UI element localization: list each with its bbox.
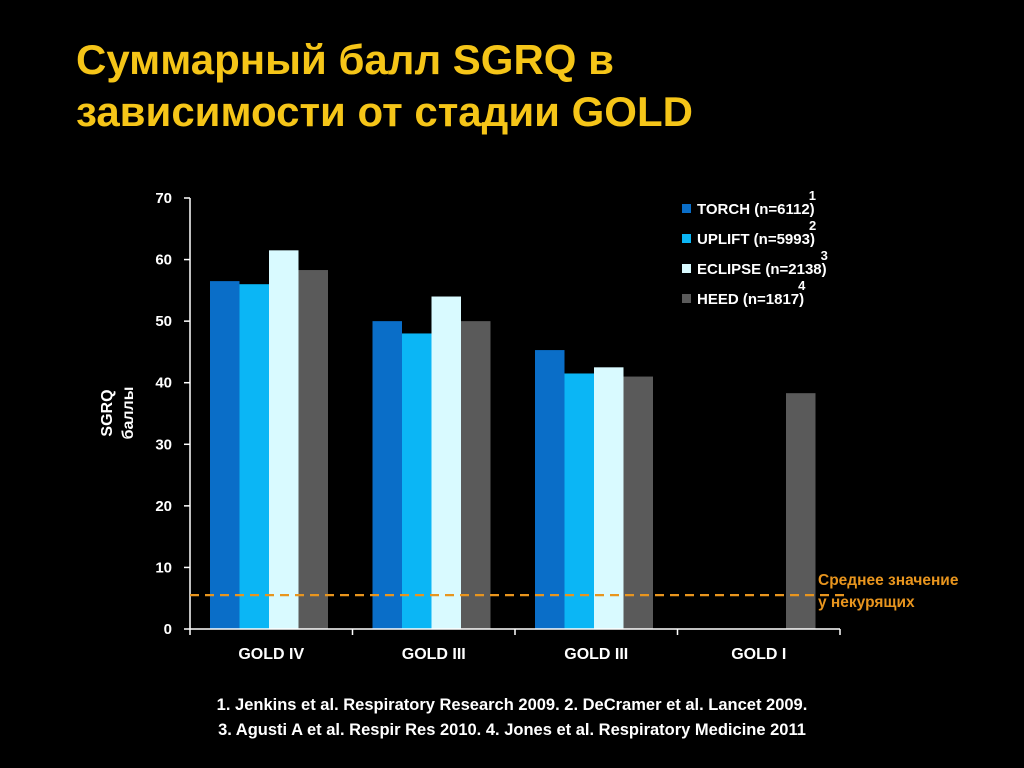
reference-line-2: 3. Agusti A et al. Respir Res 2010. 4. J… xyxy=(218,721,806,739)
legend-swatch-3 xyxy=(682,294,691,303)
legend-sup-1: 2 xyxy=(809,218,816,233)
bar-s0-c0 xyxy=(210,281,240,629)
x-categories-group: GOLD IV GOLD III GOLD III GOLD I xyxy=(189,629,841,663)
y-tick-label-7: 70 xyxy=(155,190,172,207)
y-ticks-group: 0 10 20 30 40 50 60 70 xyxy=(155,190,190,638)
bar-s2-c2 xyxy=(594,367,624,629)
legend-swatch-2 xyxy=(682,264,691,273)
y-axis-label: SGRQ баллы xyxy=(99,387,137,440)
bar-s0-c1 xyxy=(372,321,402,629)
legend-label-1: UPLIFT (n=5993) xyxy=(697,231,815,248)
reference-line-1: 1. Jenkins et al. Respiratory Research 2… xyxy=(216,696,808,714)
x-category-label-1: GOLD III xyxy=(402,646,466,663)
bars-group xyxy=(210,250,816,630)
bar-s1-c0 xyxy=(239,284,269,629)
y-tick-label-1: 10 xyxy=(155,559,172,576)
x-category-label-3: GOLD I xyxy=(731,646,786,663)
title-line-1: Суммарный балл SGRQ в xyxy=(76,36,614,83)
x-category-label-0: GOLD IV xyxy=(238,646,304,663)
y-label-line-2: баллы xyxy=(120,387,137,440)
bar-s3-c1 xyxy=(461,321,491,629)
bar-s1-c2 xyxy=(564,373,594,629)
legend-label-3: HEED (n=1817) xyxy=(697,291,804,308)
y-label-line-1: SGRQ xyxy=(99,389,116,436)
y-tick-label-2: 20 xyxy=(155,498,172,515)
title-line-2: зависимости от стадии GOLD xyxy=(76,88,693,135)
legend-swatch-1 xyxy=(682,234,691,243)
legend-sup-2: 3 xyxy=(821,248,828,263)
references: 1. Jenkins et al. Respiratory Research 2… xyxy=(0,693,1024,743)
legend-label-0: TORCH (n=6112) xyxy=(697,201,815,218)
y-tick-label-6: 60 xyxy=(155,252,172,269)
nonsmoker-reference: Среднее значение у некурящих xyxy=(190,572,959,611)
y-tick-label-0: 0 xyxy=(164,621,172,638)
bar-s3-c0 xyxy=(298,270,328,629)
nonsmoker-label-line-2: у некурящих xyxy=(818,594,915,611)
bar-s3-c3 xyxy=(786,393,816,629)
legend-sup-3: 4 xyxy=(798,278,806,293)
slide-title: Суммарный балл SGRQ в зависимости от ста… xyxy=(76,34,976,138)
bar-s2-c1 xyxy=(431,296,461,629)
bar-s0-c2 xyxy=(535,350,565,629)
legend-swatch-0 xyxy=(682,204,691,213)
nonsmoker-label-line-1: Среднее значение xyxy=(818,572,959,589)
bar-s3-c2 xyxy=(623,376,653,629)
x-category-label-2: GOLD III xyxy=(564,646,628,663)
y-tick-label-4: 40 xyxy=(155,375,172,392)
legend-sup-0: 1 xyxy=(809,188,816,203)
legend-label-2: ECLIPSE (n=2138) xyxy=(697,261,827,278)
legend: TORCH (n=6112)1 UPLIFT (n=5993)2 ECLIPSE (… xyxy=(682,188,828,308)
bar-s1-c1 xyxy=(402,333,432,629)
bar-s2-c0 xyxy=(269,250,299,630)
y-tick-label-3: 30 xyxy=(155,436,172,453)
y-tick-label-5: 50 xyxy=(155,313,172,330)
